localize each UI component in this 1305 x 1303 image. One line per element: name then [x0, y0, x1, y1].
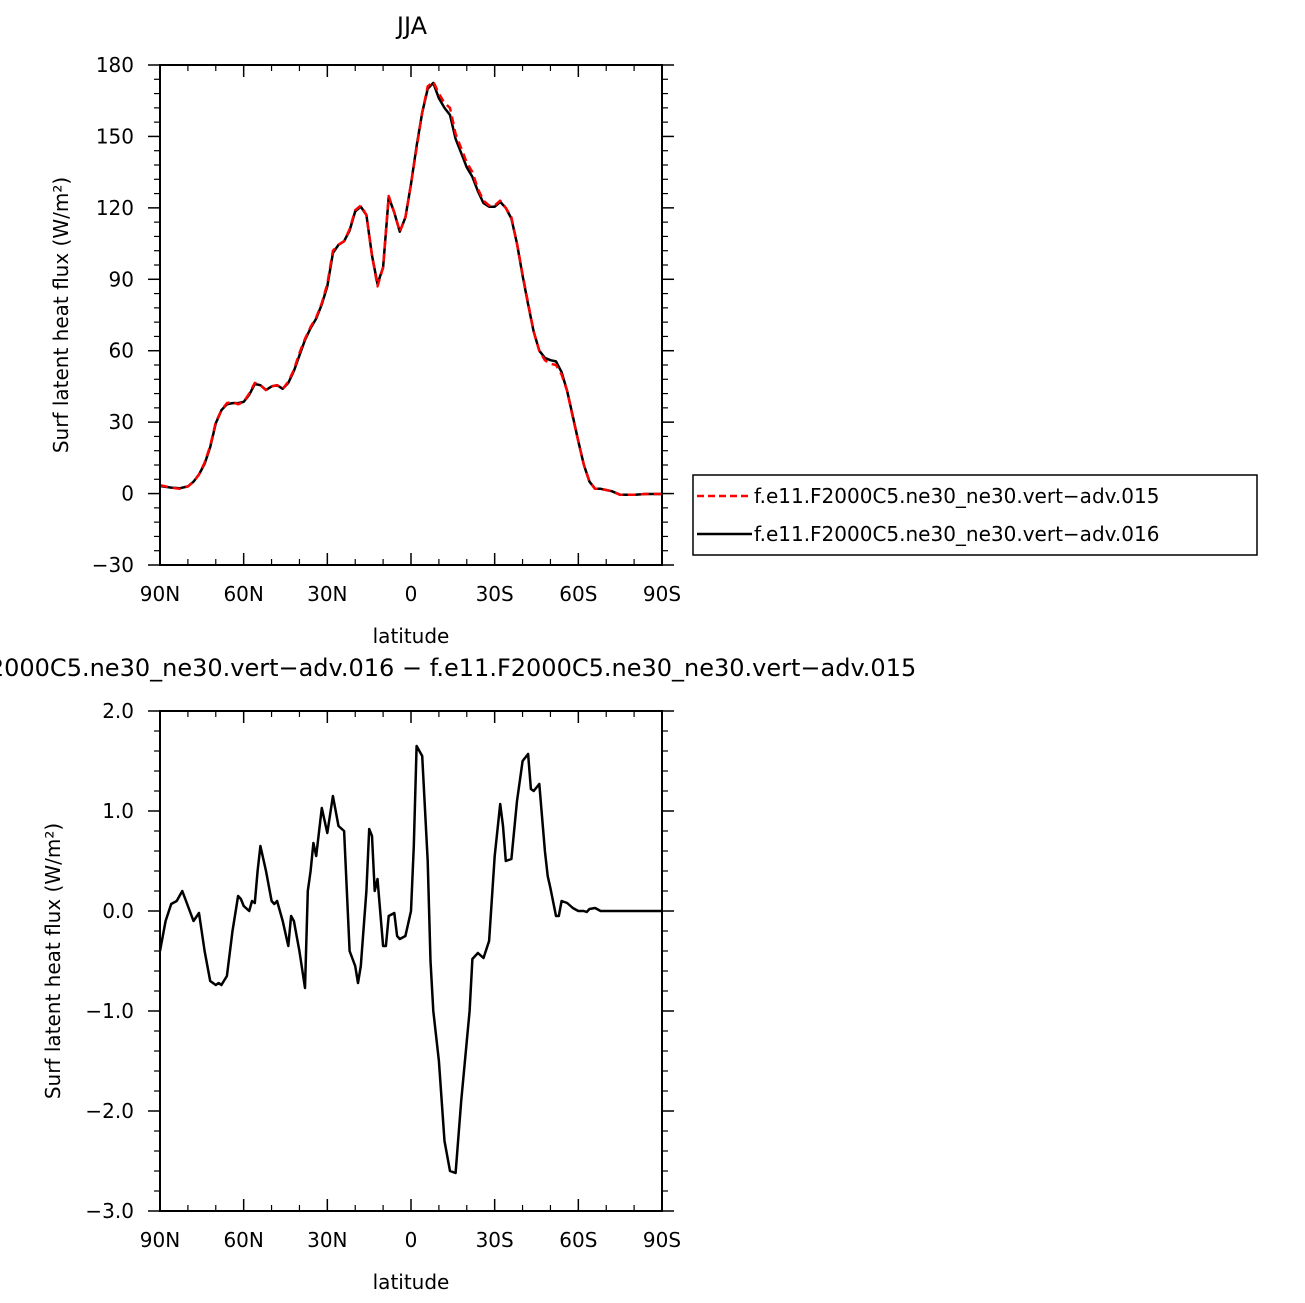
bottom-chart-x-tick-labels: 90N 60N 30N 0 30S 60S 90S: [140, 1228, 681, 1252]
legend-box: [692, 474, 1258, 556]
x-tick-label: 90S: [643, 1228, 681, 1252]
top-chart-y-axis-label: Surf latent heat flux (W/m²): [49, 177, 73, 453]
bottom-chart-y-axis-label: Surf latent heat flux (W/m²): [41, 823, 65, 1099]
bottom-chart: f.e11.F2000C5.ne30_ne30.vert−adv.016 − f…: [0, 654, 916, 1294]
x-tick-label: 90S: [643, 582, 681, 606]
top-chart-x-tick-labels: 90N 60N 30N 0 30S 60S 90S: [140, 582, 681, 606]
x-tick-label: 90N: [140, 582, 180, 606]
x-tick-label: 0: [405, 582, 418, 606]
x-tick-label: 60N: [223, 1228, 263, 1252]
y-tick-label: −1.0: [85, 999, 134, 1023]
y-tick-label: 180: [96, 53, 134, 77]
top-chart-y-tick-labels: −30 0 30 60 90 120 150 180: [92, 53, 134, 577]
top-chart-series: [159, 80, 662, 497]
y-tick-label: 1.0: [102, 799, 134, 823]
x-tick-label: 30S: [476, 1228, 514, 1252]
y-tick-label: 0: [121, 482, 134, 506]
y-tick-label: −2.0: [85, 1099, 134, 1123]
x-tick-label: 60S: [559, 582, 597, 606]
y-tick-label: 150: [96, 124, 134, 148]
x-tick-label: 30N: [307, 582, 347, 606]
x-tick-label: 60S: [559, 1228, 597, 1252]
y-tick-label: 30: [109, 410, 134, 434]
top-chart-frame: [159, 64, 663, 566]
bottom-chart-title: f.e11.F2000C5.ne30_ne30.vert−adv.016 − f…: [0, 654, 916, 682]
x-tick-label: 0: [405, 1228, 418, 1252]
top-series-line-1: [159, 81, 662, 497]
y-tick-label: −30: [92, 553, 134, 577]
bottom-chart-x-axis-label: latitude: [373, 1270, 450, 1294]
bottom-chart-ticks: [148, 710, 674, 1212]
top-chart-x-axis-label: latitude: [373, 624, 450, 648]
legend: f.e11.F2000C5.ne30_ne30.vert−adv.015 f.e…: [692, 474, 1258, 556]
y-tick-label: 2.0: [102, 699, 134, 723]
x-tick-label: 60N: [223, 582, 263, 606]
y-tick-label: −3.0: [85, 1199, 134, 1223]
y-tick-label: 0.0: [102, 899, 134, 923]
bottom-series-line-0: [158, 744, 662, 1175]
top-series-line-0: [159, 80, 662, 497]
x-tick-label: 30S: [476, 582, 514, 606]
bottom-chart-y-tick-labels: −3.0 −2.0 −1.0 0.0 1.0 2.0: [85, 699, 134, 1223]
y-tick-label: 120: [96, 196, 134, 220]
top-chart: JJA 90N 60N 30N 0 30S 60S 90S −30 0 30 60 90 120 150…: [49, 12, 1258, 648]
x-tick-label: 90N: [140, 1228, 180, 1252]
x-tick-label: 30N: [307, 1228, 347, 1252]
legend-label-016: f.e11.F2000C5.ne30_ne30.vert−adv.016: [754, 522, 1159, 546]
y-tick-label: 60: [109, 339, 134, 363]
bottom-chart-frame: [159, 710, 663, 1212]
legend-label-015: f.e11.F2000C5.ne30_ne30.vert−adv.015: [754, 484, 1159, 508]
bottom-chart-series: [158, 744, 662, 1175]
y-tick-label: 90: [109, 267, 134, 291]
top-chart-title: JJA: [395, 12, 428, 40]
